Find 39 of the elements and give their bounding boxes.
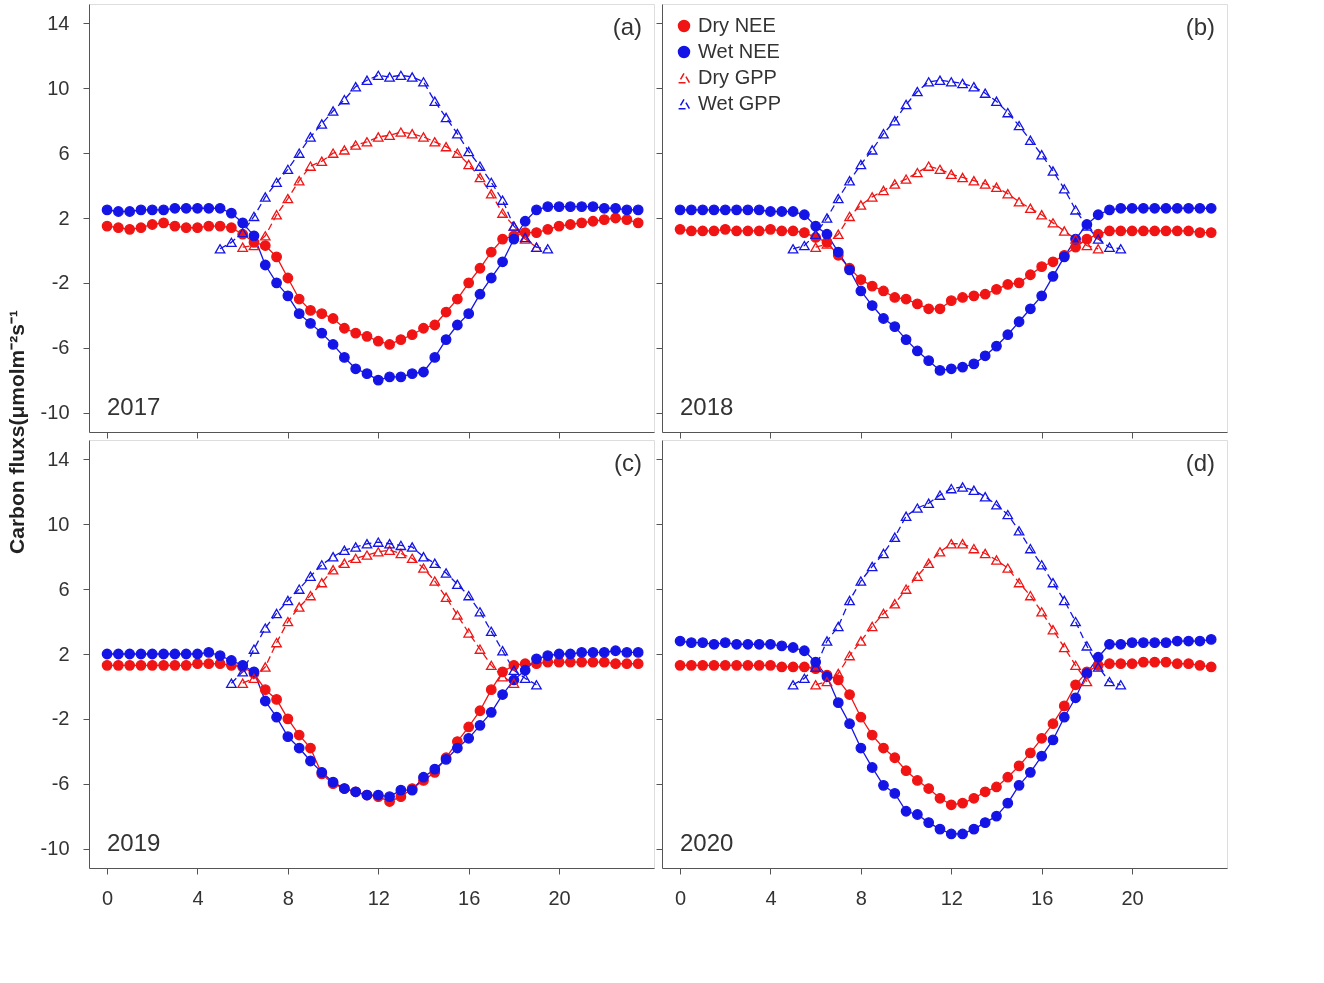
y-tick-label: 6 (58, 141, 70, 164)
y-axis-title: Carbon fluxs(μmolm⁻²s⁻¹ (5, 310, 28, 554)
x-tick-label: 4 (192, 886, 204, 909)
legend-label: Dry NEE (698, 14, 776, 36)
y-tick-label: -10 (40, 837, 70, 860)
annotation: (c) (614, 449, 642, 476)
x-tick-label: 16 (1031, 886, 1054, 909)
x-tick-label: 0 (102, 886, 114, 909)
legend-label: Wet NEE (698, 40, 780, 62)
y-tick-label: 10 (47, 76, 70, 99)
x-tick-label: 4 (765, 886, 777, 909)
y-tick-label: 6 (58, 577, 70, 600)
x-tick-label: 8 (855, 886, 867, 909)
x-tick-label: 20 (1121, 886, 1144, 909)
x-tick-label: 12 (367, 886, 390, 909)
y-tick-label: 2 (58, 642, 70, 665)
legend-label: Wet GPP (698, 92, 781, 114)
annotation: 2019 (107, 829, 161, 856)
x-tick-label: 8 (282, 886, 294, 909)
x-tick-label: 16 (458, 886, 481, 909)
legend-label: Dry GPP (698, 66, 777, 88)
annotation: (a) (612, 13, 642, 40)
annotation: 2020 (680, 829, 734, 856)
y-tick-label: -2 (51, 271, 70, 294)
y-tick-label: -10 (40, 401, 70, 424)
y-tick-label: 10 (47, 512, 70, 535)
y-tick-label: 14 (47, 447, 70, 470)
y-tick-label: 14 (47, 11, 70, 34)
x-tick-label: 20 (548, 886, 571, 909)
x-tick-label: 0 (675, 886, 687, 909)
y-tick-label: -2 (51, 707, 70, 730)
annotation: (d) (1185, 449, 1215, 476)
annotation: 2018 (680, 393, 734, 420)
x-tick-label: 12 (940, 886, 963, 909)
y-tick-label: 2 (58, 206, 70, 229)
annotation: 2017 (107, 393, 161, 420)
y-tick-label: -6 (51, 772, 70, 795)
y-tick-label: -6 (51, 336, 70, 359)
annotation: (b) (1185, 13, 1215, 40)
